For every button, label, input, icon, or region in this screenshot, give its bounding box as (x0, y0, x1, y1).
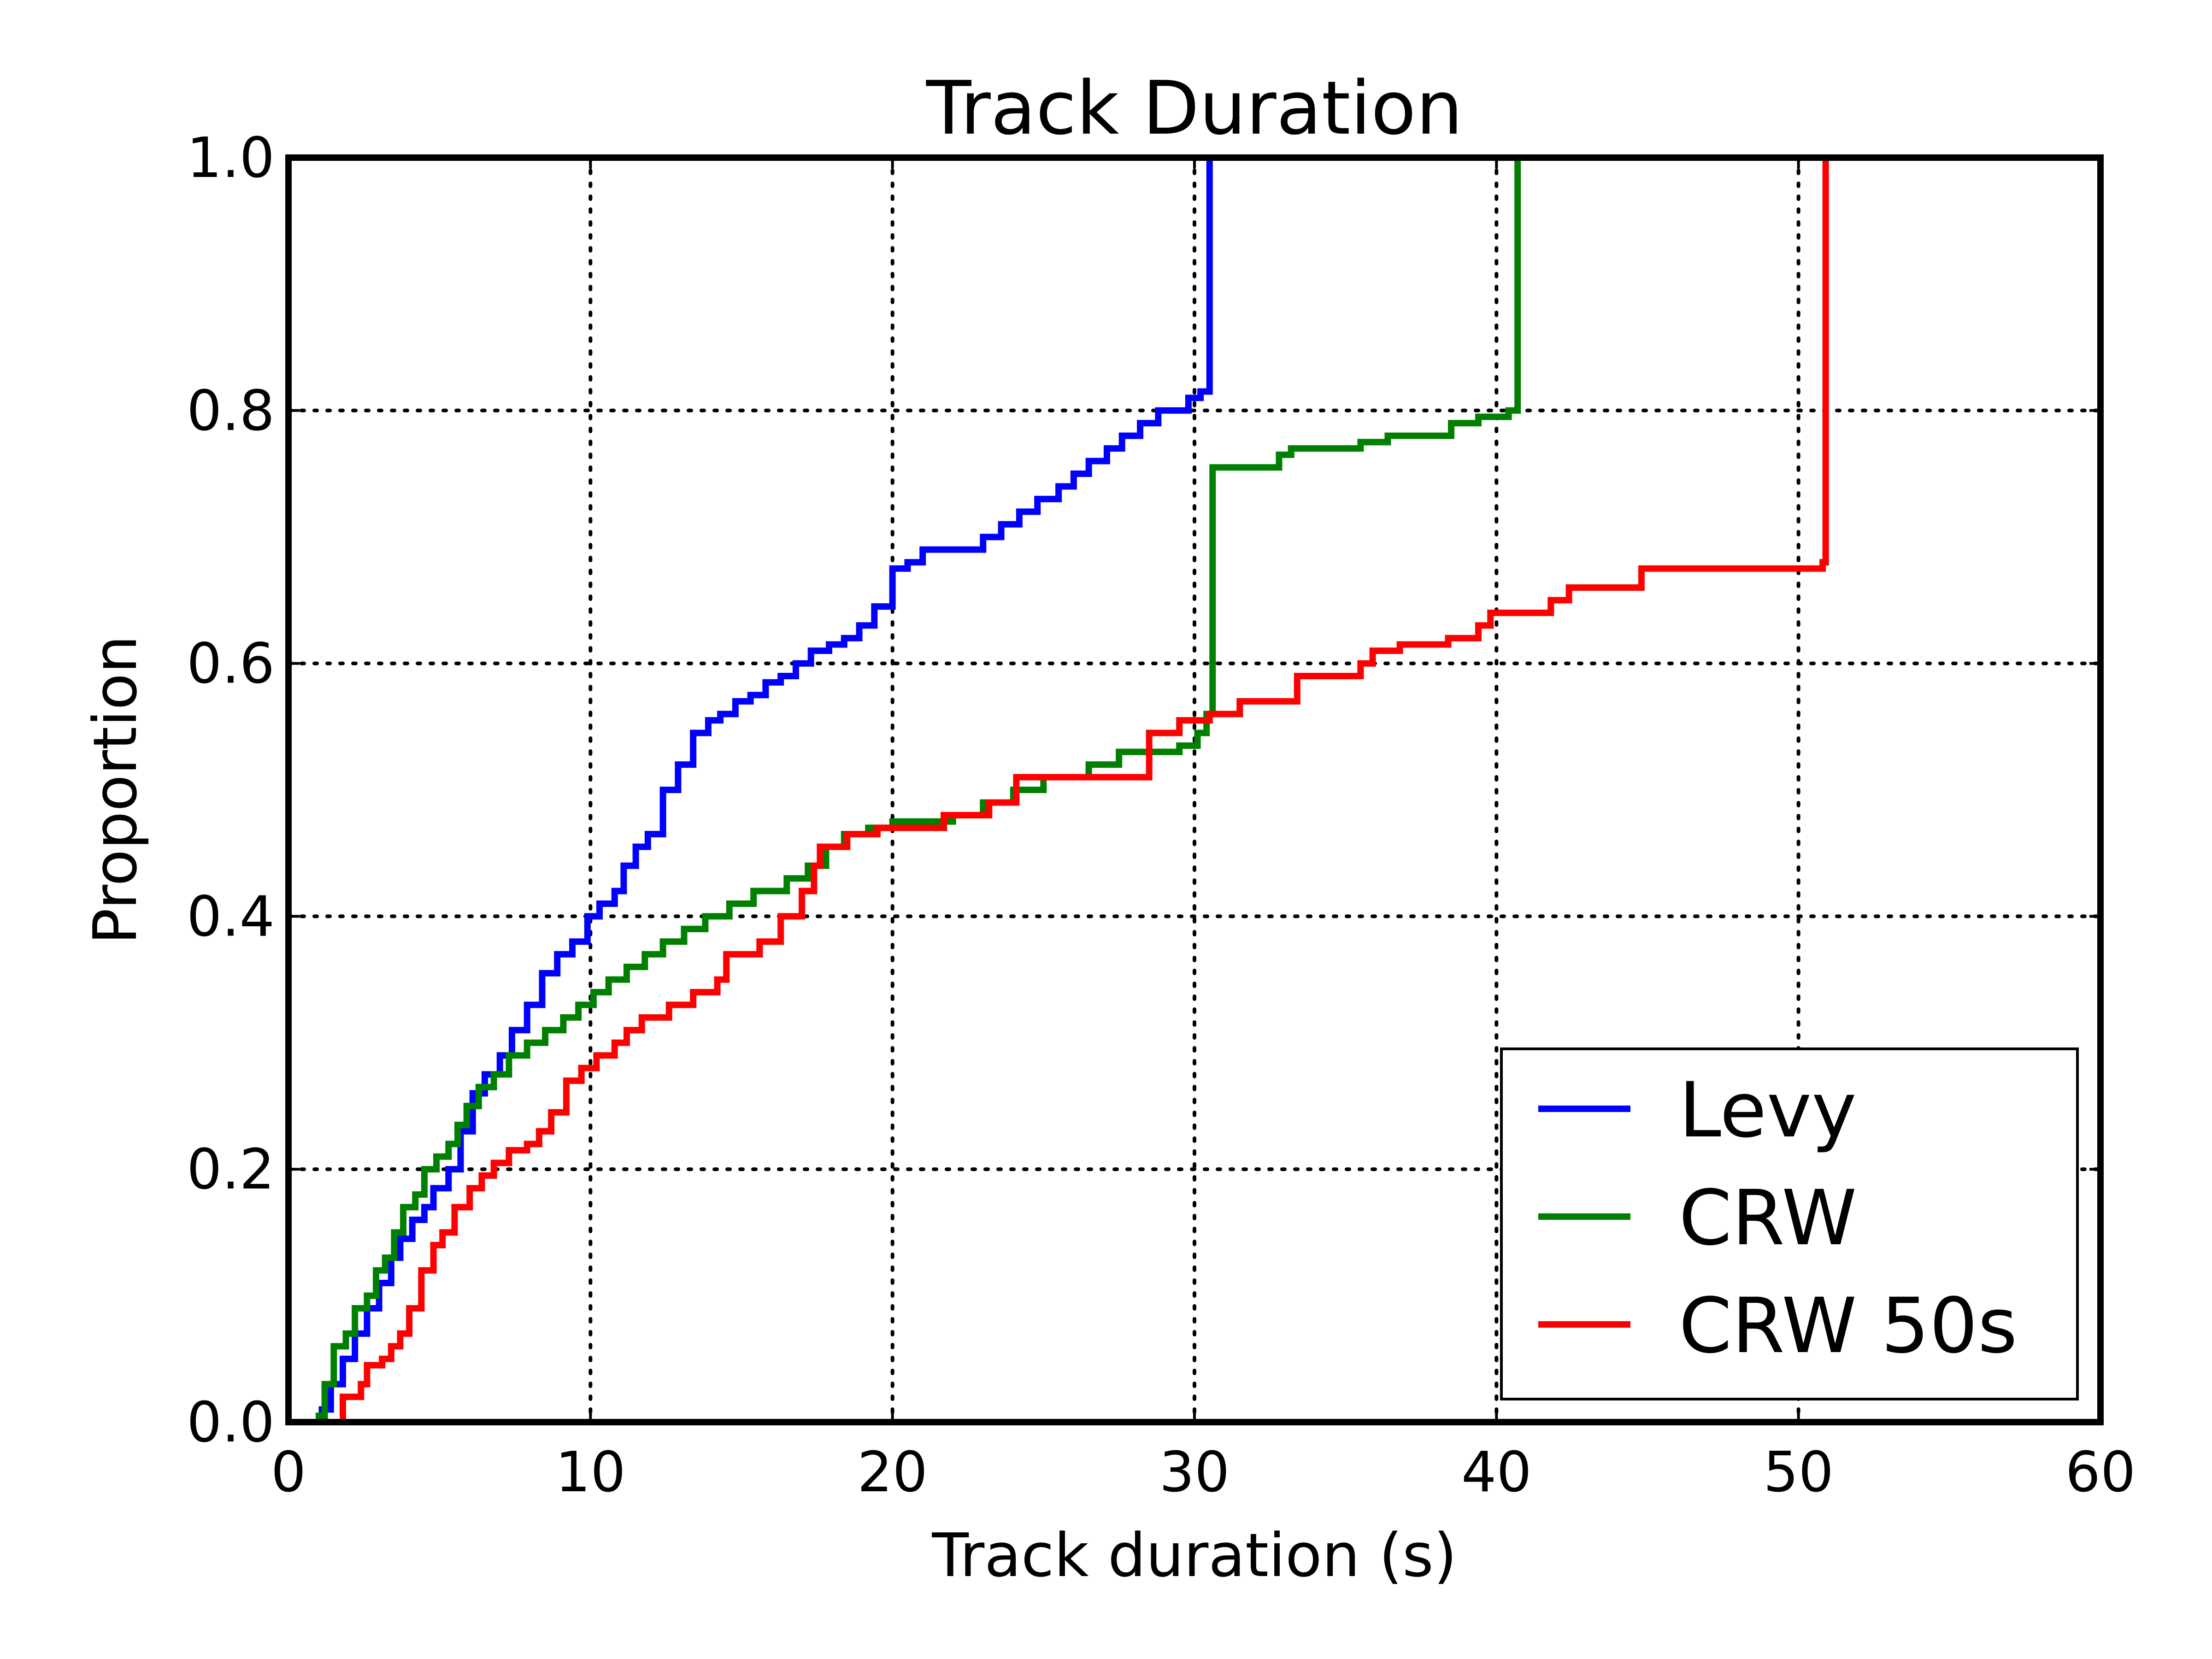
legend-label-1: CRW (1679, 1174, 1857, 1262)
y-tick-label-2: 0.4 (187, 885, 275, 949)
y-tick-label-5: 1.0 (187, 126, 275, 190)
x-tick-label-1: 10 (555, 1441, 626, 1505)
chart-title: Track Duration (926, 65, 1463, 151)
legend: Levy CRW CRW 50s (1500, 1047, 2079, 1400)
grid (287, 156, 2102, 1424)
y-tick-label-0: 0.0 (187, 1391, 275, 1455)
x-axis-title: Track duration (s) (931, 1520, 1457, 1590)
y-axis-title: Proportion (80, 635, 150, 945)
y-tick-label-4: 0.8 (187, 379, 275, 443)
x-tick-label-6: 60 (2065, 1441, 2136, 1505)
y-tick-label-1: 0.2 (187, 1138, 275, 1202)
y-tick-label-3: 0.6 (187, 632, 275, 696)
legend-label-2: CRW 50s (1679, 1282, 2018, 1370)
series-line-levy (318, 158, 1213, 1413)
series-group (315, 158, 1829, 1419)
x-tick-label-0: 0 (271, 1441, 306, 1505)
ticks (287, 156, 2102, 1424)
x-tick-label-3: 30 (1159, 1441, 1230, 1505)
x-tick-label-2: 20 (857, 1441, 928, 1505)
x-tick-label-5: 50 (1763, 1441, 1834, 1505)
legend-label-0: Levy (1679, 1066, 1857, 1154)
x-tick-label-4: 40 (1461, 1441, 1532, 1505)
tick-labels: 0 10 20 30 40 50 60 0.0 0.2 0.4 0.6 0.8 1.0 (187, 126, 2136, 1505)
series-line-crw-50s (339, 158, 1829, 1419)
